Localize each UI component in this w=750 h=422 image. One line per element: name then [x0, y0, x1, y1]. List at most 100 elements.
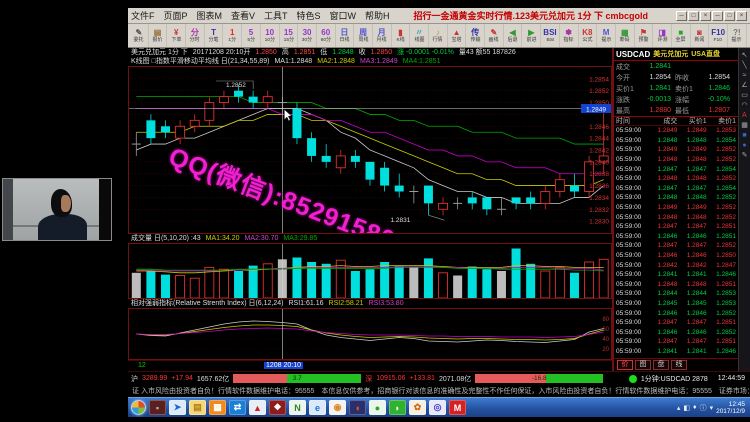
menu-窗口W[interactable]: 窗口W	[329, 11, 357, 21]
toolbar-label: 10分	[264, 37, 275, 43]
restore-button[interactable]: □	[724, 10, 735, 21]
close-button[interactable]: ×	[736, 10, 747, 21]
quote-tab-线[interactable]: 线	[671, 360, 687, 370]
tray-icon[interactable]: ▴	[676, 404, 681, 412]
info-segment: MA4:1.2851	[402, 58, 441, 65]
quote-tab-价[interactable]: 价	[617, 360, 633, 370]
start-button[interactable]	[131, 400, 146, 415]
报价-icon: ▤	[153, 28, 162, 37]
quote-tab-盘[interactable]: 盘	[653, 360, 669, 370]
taskbar-icon-ie-browser[interactable]: e	[309, 400, 326, 415]
draw-tool-icon[interactable]: ◠	[741, 102, 748, 109]
toolbar-button-30分[interactable]: 30 30分	[298, 24, 317, 47]
tray-icon[interactable]: ⓘ	[699, 404, 707, 412]
draw-tool-icon[interactable]: ●	[742, 142, 747, 149]
draw-tool-icon[interactable]: ∠	[741, 82, 748, 89]
taskbar-icon-chrome[interactable]: ◉	[329, 400, 346, 415]
close-button[interactable]: ×	[700, 10, 711, 21]
draw-tool-icon[interactable]: ↖	[741, 52, 748, 59]
draw-tool-icon[interactable]: ╲	[742, 62, 747, 69]
taskbar-icon-app-darkred[interactable]: ▪	[149, 400, 166, 415]
system-clock[interactable]: 12:45 2017/12/9	[716, 401, 747, 415]
委托-icon: ✎	[135, 28, 143, 37]
toolbar-button-委托[interactable]: ✎ 委托	[130, 24, 149, 47]
toolbar-button-指标[interactable]: ✽ 指标	[560, 24, 579, 47]
menu-帮助H[interactable]: 帮助H	[365, 11, 390, 21]
toolbar-button-评测[interactable]: ◨ 评测	[653, 24, 672, 47]
toolbar-button-月线[interactable]: 月月线	[373, 24, 392, 47]
toolbar-button-10分[interactable]: 10 10分	[261, 24, 280, 47]
toolbar-button-宝塔[interactable]: ▲ 宝塔	[448, 24, 467, 47]
rsi-pane[interactable]: 80 60 40 20	[128, 308, 612, 360]
draw-tool-icon[interactable]: ▭	[741, 92, 748, 99]
draw-tool-icon[interactable]: ≈	[742, 72, 747, 79]
taskbar-icon-app-blue-arrow[interactable]: ➤	[169, 400, 186, 415]
toolbar-button-下单[interactable]: ¥ 下单	[167, 24, 187, 47]
toolbar-button-60分[interactable]: 60 60分	[317, 24, 336, 47]
tray-icon[interactable]: ▾	[709, 404, 714, 412]
taskbar-icon-app-green-dot[interactable]: ●	[369, 400, 386, 415]
toolbar-button-行情[interactable]: ♪ 行情	[429, 24, 448, 47]
toolbar-button-BSI[interactable]: BSI BSI	[541, 24, 560, 47]
toolbar-button-分时[interactable]: 分分时	[186, 24, 205, 47]
taskbar-icon-teamviewer[interactable]: ⇄	[229, 400, 246, 415]
tick-time: 05:59:00	[616, 146, 642, 154]
taskbar-icon-firefox[interactable]: ◖	[349, 400, 366, 415]
toolbar-button-后退[interactable]: ◀ 后退	[504, 24, 523, 47]
tick-price: 1.2847	[716, 261, 736, 269]
toolbar-button-分笔[interactable]: T 分笔	[205, 24, 224, 47]
toolbar-button-全屏[interactable]: ■ 全屏	[672, 24, 691, 47]
crosshair-time-label: 1208 20:10	[264, 362, 304, 369]
draw-tool-icon[interactable]: ▦	[741, 122, 748, 129]
toolbar-button-公式[interactable]: K8 公式	[579, 24, 598, 47]
toolbar-button-前进[interactable]: ▶ 前进	[522, 24, 542, 47]
toolbar-button-画线[interactable]: ✎ 画线	[485, 24, 504, 47]
toolbar-button-1分[interactable]: 1 1分	[223, 24, 243, 47]
tick-price: 1.2848	[657, 156, 678, 164]
menu-特色S[interactable]: 特色S	[296, 11, 321, 21]
menu-工具T[interactable]: 工具T	[264, 11, 288, 21]
toolbar-button-提示[interactable]: ?! 提示	[728, 24, 747, 47]
menu-文件F[interactable]: 文件F	[131, 11, 155, 21]
toolbar-button-提示[interactable]: M 提示	[597, 24, 616, 47]
tick-row: 05:59:00 1.2841 1.2841 1.2846	[614, 270, 738, 280]
taskbar-icon-photos[interactable]: ✿	[409, 400, 426, 415]
taskbar-icon-notepad[interactable]: N	[289, 400, 306, 415]
draw-tool-icon[interactable]: ■	[742, 132, 747, 139]
price-chart-pane[interactable]: QQ(微信):852915801 1.2852 1.2831 1.2854 1.285…	[128, 66, 612, 234]
menu-查看V[interactable]: 查看V	[231, 11, 256, 21]
restore-button[interactable]: □	[688, 10, 699, 21]
taskbar-icon-app-orange[interactable]: ▦	[209, 400, 226, 415]
toolbar-button-预警[interactable]: ⚑ 预警	[635, 24, 654, 47]
tray-icon[interactable]: ◧	[683, 404, 690, 412]
toolbar-button-筹码[interactable]: ▦ 筹码	[616, 24, 635, 47]
taskbar-icon-stock-app[interactable]: ▲	[249, 400, 266, 415]
toolbar-button-新闻[interactable]: ◙ 新闻	[691, 24, 710, 47]
toolbar-button-F10[interactable]: F10 F10	[709, 24, 728, 47]
taskbar-icon-cmb-bank[interactable]: M	[449, 400, 466, 415]
taskbar-icon-app-red-badge[interactable]: ❖	[269, 400, 286, 415]
toolbar-button-日线[interactable]: 日日线	[336, 24, 355, 47]
quote-tab-图[interactable]: 图	[635, 360, 651, 370]
tray-icon[interactable]: ♦	[692, 404, 697, 411]
minimize-button[interactable]: ─	[712, 10, 723, 21]
toolbar-button-传输[interactable]: 传传输	[466, 24, 486, 47]
taskbar-icon-wechat[interactable]: ◗	[389, 400, 406, 415]
toolbar-button-报价[interactable]: ▤ 报价	[149, 24, 168, 47]
draw-tool-icon[interactable]: A	[742, 112, 747, 119]
menu-图表M[interactable]: 图表M	[196, 11, 223, 21]
menu-页面P[interactable]: 页面P	[163, 11, 188, 21]
taskbar-icon-folder[interactable]: ▤	[189, 400, 206, 415]
toolbar-button-周线[interactable]: 周周线	[354, 24, 373, 47]
toolbar-button-线图[interactable]: 〃线图	[410, 24, 429, 47]
minimize-button[interactable]: ─	[676, 10, 687, 21]
svg-text:1.2832: 1.2832	[589, 207, 609, 214]
draw-tool-icon[interactable]: ✎	[741, 152, 748, 159]
tick-price: 1.2854	[716, 165, 736, 173]
svg-text:20: 20	[602, 347, 609, 353]
taskbar-icon-app-blue-round[interactable]: ◎	[429, 400, 446, 415]
toolbar-button-5分[interactable]: 5 5分	[242, 24, 261, 47]
toolbar-button-K线[interactable]: ▮ K线	[392, 24, 411, 47]
toolbar-button-15分[interactable]: 15 15分	[280, 24, 299, 47]
